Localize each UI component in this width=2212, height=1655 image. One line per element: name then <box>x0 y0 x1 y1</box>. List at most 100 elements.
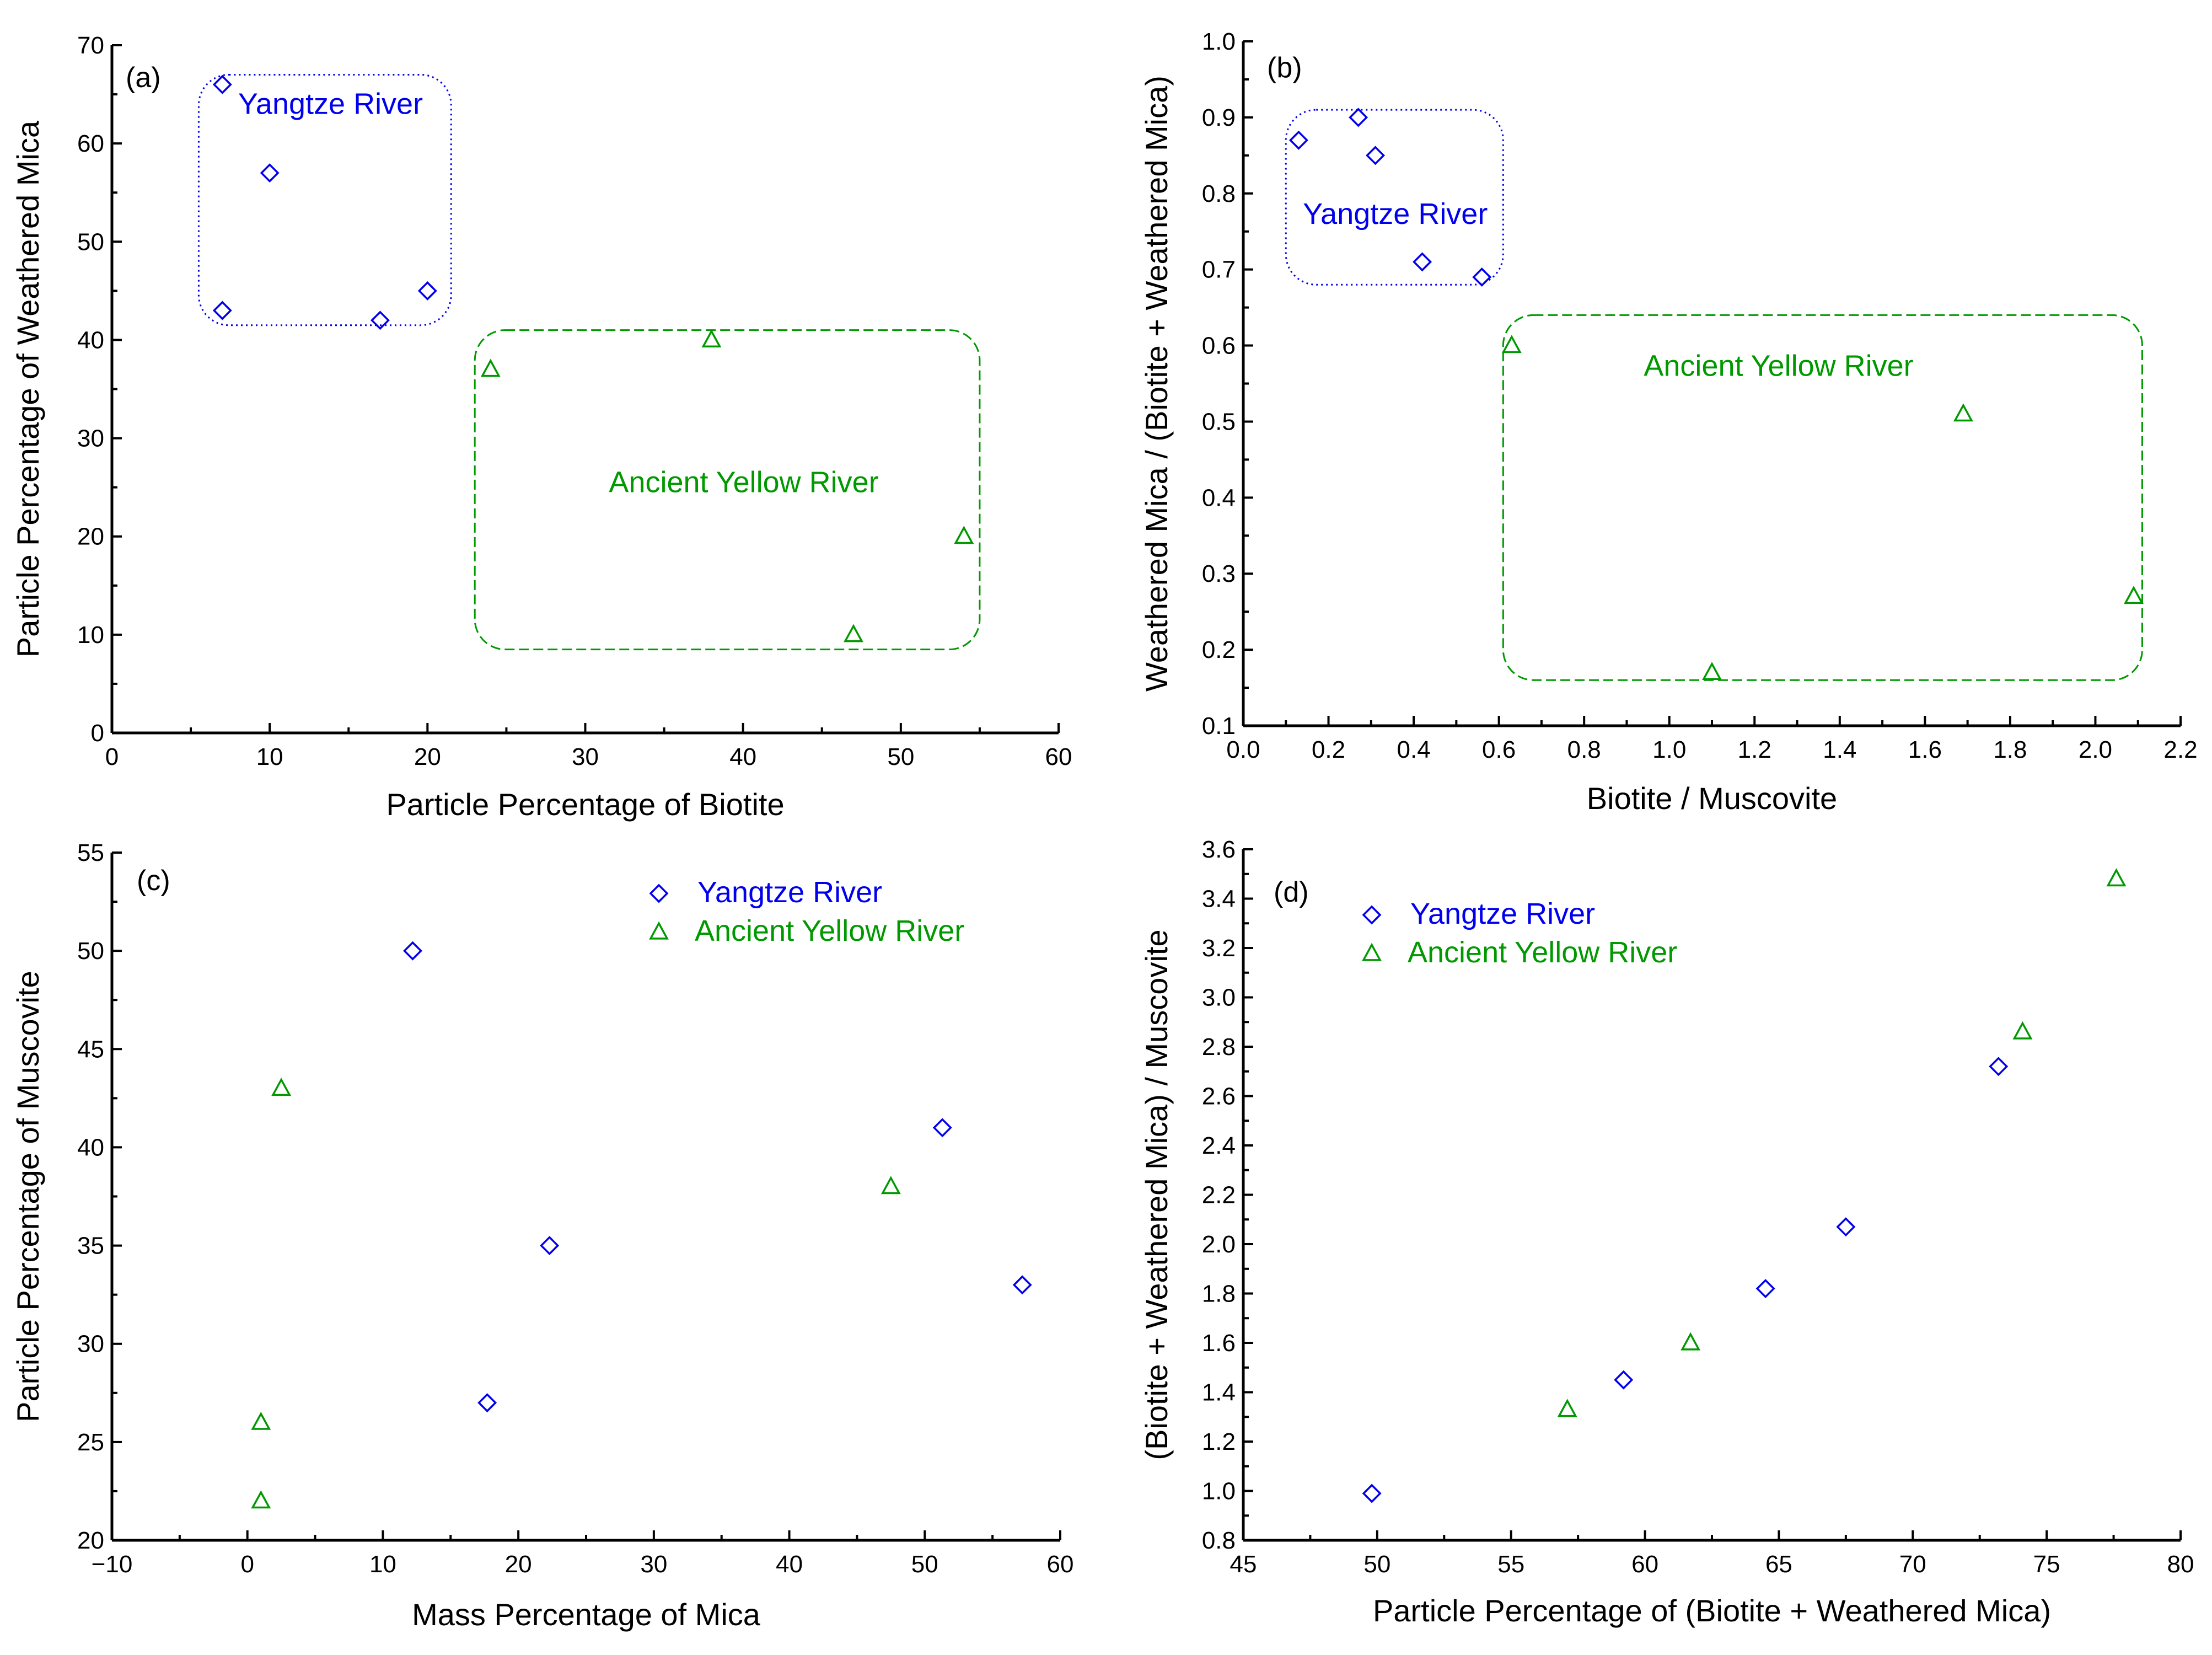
y-tick-label: 0.4 <box>1202 484 1236 511</box>
y-tick-label: 1.4 <box>1202 1379 1236 1406</box>
y-tick-label: 2.0 <box>1202 1231 1236 1258</box>
x-tick-label: 0.0 <box>1226 736 1260 763</box>
x-tick-label: 50 <box>911 1551 938 1578</box>
x-tick-label: 1.4 <box>1823 736 1856 763</box>
data-point-yellow-river <box>2012 1021 2033 1040</box>
x-tick-label: 1.2 <box>1738 736 1771 763</box>
data-point-yangtze <box>1012 1275 1032 1295</box>
data-point-yangtze <box>1362 1483 1382 1503</box>
data-point-yellow-river <box>2106 868 2127 887</box>
y-tick-label: 55 <box>77 839 104 866</box>
y-axis-title: (Biotite + Weathered Mica) / Muscovite <box>1139 929 1174 1460</box>
legend-marker-yellow-river <box>649 921 669 940</box>
data-point-yellow-river <box>1557 1399 1577 1417</box>
y-tick-label: 0.5 <box>1202 408 1236 435</box>
x-tick-label: 10 <box>369 1551 396 1578</box>
panel-label: (a) <box>126 62 161 94</box>
legend-marker-yellow-river <box>1362 942 1382 961</box>
y-tick-label: 0.1 <box>1202 713 1236 740</box>
data-point-yellow-river <box>880 1176 901 1195</box>
y-tick-label: 25 <box>77 1429 104 1456</box>
x-tick-label: 30 <box>572 743 599 770</box>
legend-marker-yangtze <box>649 883 669 903</box>
y-tick-label: 60 <box>77 130 104 157</box>
group-region-outline <box>474 329 981 651</box>
panel-c: −10 0 10 20 30 40 50 60 20 25 30 35 40 45 50 55 Mass Per… <box>10 839 1073 1632</box>
x-tick-label: 0 <box>105 743 119 770</box>
x-tick-label: 60 <box>1047 1551 1074 1578</box>
panel-label: (c) <box>137 865 170 897</box>
data-point-yellow-river <box>271 1078 292 1096</box>
x-tick-label: 60 <box>1631 1551 1658 1578</box>
data-point-yangtze <box>212 74 232 94</box>
x-axis-title: Particle Percentage of (Biotite + Weathe… <box>1373 1593 2051 1628</box>
data-point-yangtze <box>932 1118 952 1138</box>
y-tick-label: 0.6 <box>1202 333 1236 360</box>
x-tick-label: 80 <box>2167 1551 2194 1578</box>
data-point-yellow-river <box>251 1490 271 1509</box>
y-tick-label: 20 <box>77 1527 104 1554</box>
x-axis-title: Biotite / Muscovite <box>1587 781 1837 816</box>
y-tick-label: 30 <box>77 425 104 452</box>
y-tick-label: 2.4 <box>1202 1132 1236 1159</box>
data-point-yellow-river <box>480 358 501 377</box>
y-tick-label: 3.0 <box>1202 984 1236 1011</box>
x-tick-label: 1.6 <box>1908 736 1942 763</box>
x-tick-label: −10 <box>92 1551 133 1578</box>
group-region-label: Yangtze River <box>1303 197 1488 231</box>
x-axis-title: Mass Percentage of Mica <box>412 1597 761 1632</box>
y-axis-title: Particle Percentage of Weathered Mica <box>10 120 45 657</box>
y-tick-label: 10 <box>77 622 104 649</box>
y-tick-label: 50 <box>77 938 104 965</box>
x-tick-label: 55 <box>1497 1551 1524 1578</box>
x-tick-label: 45 <box>1230 1551 1257 1578</box>
y-tick-label: 3.2 <box>1202 935 1236 962</box>
y-tick-label: 0.9 <box>1202 104 1236 131</box>
data-point-yellow-river <box>1702 662 1722 681</box>
y-tick-label: 1.0 <box>1202 1478 1236 1505</box>
x-tick-label: 75 <box>2033 1551 2060 1578</box>
x-axis-title: Particle Percentage of Biotite <box>386 787 784 822</box>
data-point-yangtze <box>540 1236 560 1256</box>
x-tick-label: 0.4 <box>1397 736 1431 763</box>
y-tick-label: 1.6 <box>1202 1330 1236 1357</box>
panel-d: 45 50 55 60 65 70 75 80 0.8 1.0 1.2 1.4 1.6 1.8 2.0 2.2… <box>1139 836 2194 1628</box>
panel-a: 0 10 20 30 40 50 60 0 10 20 30 40 50 60 70 Particle Per… <box>10 32 1072 822</box>
legend-label: Ancient Yellow River <box>1408 936 1677 969</box>
y-tick-label: 1.8 <box>1202 1281 1236 1308</box>
y-tick-label: 2.6 <box>1202 1083 1236 1110</box>
y-tick-label: 70 <box>77 32 104 59</box>
y-tick-label: 40 <box>77 1134 104 1161</box>
x-tick-label: 20 <box>505 1551 532 1578</box>
data-point-yellow-river <box>1501 335 1522 354</box>
x-tick-label: 0.6 <box>1482 736 1516 763</box>
data-point-yangtze <box>1349 108 1368 127</box>
x-tick-label: 50 <box>1363 1551 1390 1578</box>
y-tick-label: 40 <box>77 326 104 354</box>
data-point-yangtze <box>1836 1217 1856 1237</box>
y-tick-label: 3.6 <box>1202 836 1236 863</box>
x-tick-label: 2.2 <box>2163 736 2197 763</box>
x-tick-label: 10 <box>256 743 283 770</box>
y-tick-label: 1.0 <box>1202 28 1236 55</box>
y-tick-label: 0.2 <box>1202 636 1236 663</box>
x-tick-label: 65 <box>1765 1551 1792 1578</box>
data-point-yangtze <box>417 281 437 301</box>
x-tick-label: 40 <box>776 1551 803 1578</box>
x-tick-label: 1.8 <box>1993 736 2027 763</box>
data-point-yellow-river <box>954 526 974 544</box>
data-point-yangtze <box>1989 1057 2009 1076</box>
x-tick-label: 0.8 <box>1567 736 1601 763</box>
y-tick-label: 0.3 <box>1202 560 1236 587</box>
group-region-label: Yangtze River <box>238 88 423 121</box>
data-point-yangtze <box>1755 1279 1775 1299</box>
y-tick-label: 1.2 <box>1202 1428 1236 1455</box>
y-axis-title: Particle Percentage of Muscovite <box>10 971 45 1422</box>
group-region-outline <box>197 73 452 326</box>
y-tick-label: 35 <box>77 1233 104 1260</box>
data-point-yangtze <box>1614 1370 1634 1390</box>
data-point-yangtze <box>477 1393 497 1413</box>
x-tick-label: 20 <box>414 743 441 770</box>
y-tick-label: 0.7 <box>1202 256 1236 283</box>
